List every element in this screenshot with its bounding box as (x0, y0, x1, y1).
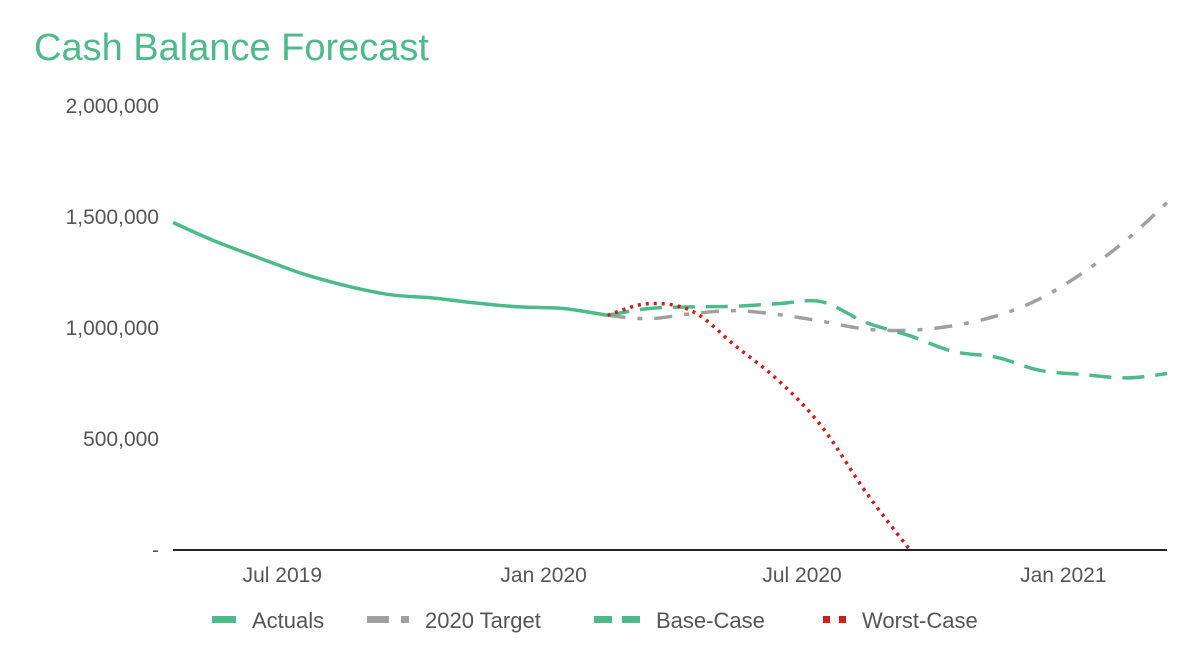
y-tick-label: 1,500,000 (66, 206, 159, 229)
y-tick-label: 500,000 (83, 428, 159, 451)
series-line-base-case (607, 298, 1168, 380)
legend-swatch (212, 616, 236, 623)
legend-swatch (401, 616, 409, 623)
series-line-2020-target (607, 201, 1169, 333)
y-tick-label: - (152, 539, 159, 562)
x-tick-label: Jan 2021 (1020, 564, 1106, 587)
series-line-worst-case (606, 301, 912, 552)
x-tick-label: Jul 2019 (243, 564, 322, 587)
legend-swatch (367, 616, 389, 623)
y-axis-ticks: 2,000,000 1,500,000 1,000,000 500,000 - (66, 95, 159, 562)
legend-swatch (622, 616, 640, 623)
legend-swatch (839, 616, 846, 623)
x-tick-label: Jul 2020 (762, 564, 841, 587)
legend-item: 2020 Target (367, 608, 541, 633)
y-tick-label: 2,000,000 (66, 95, 159, 118)
legend-label: 2020 Target (425, 608, 541, 633)
legend-item: Base-Case (594, 608, 765, 633)
x-axis-ticks: Jul 2019 Jan 2020 Jul 2020 Jan 2021 (243, 564, 1107, 587)
legend-label: Actuals (252, 608, 324, 633)
legend-item: Worst-Case (823, 608, 978, 633)
legend-item: Actuals (212, 608, 324, 633)
chart-title: Cash Balance Forecast (34, 27, 429, 69)
x-tick-label: Jan 2020 (500, 564, 586, 587)
legend: Actuals 2020 Target Base-Case Worst-Case (212, 608, 978, 633)
series-line-actuals (172, 220, 608, 318)
legend-swatch (594, 616, 612, 623)
series-layer (172, 201, 1169, 552)
legend-swatch (823, 616, 830, 623)
legend-label: Worst-Case (862, 608, 978, 633)
legend-label: Base-Case (656, 608, 765, 633)
y-tick-label: 1,000,000 (66, 317, 159, 340)
